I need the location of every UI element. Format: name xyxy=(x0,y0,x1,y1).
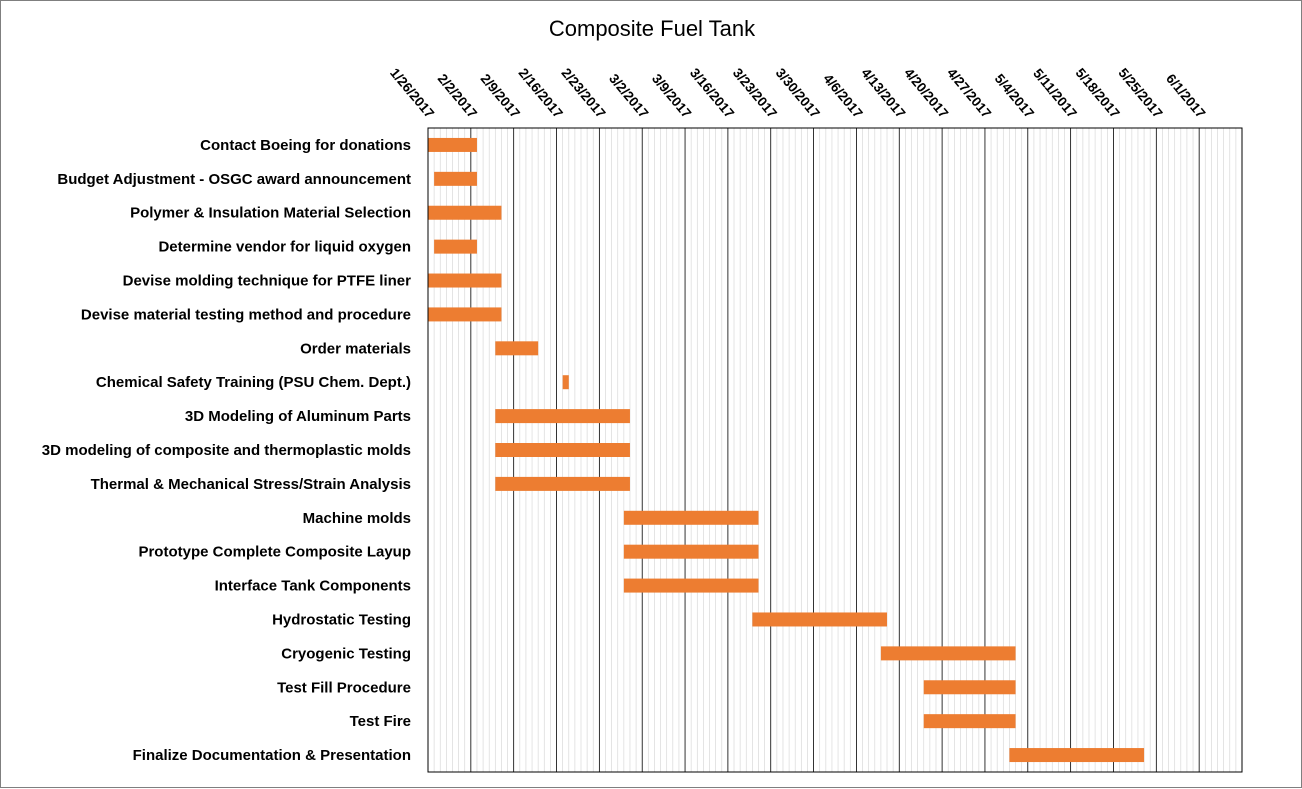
task-bar xyxy=(923,714,1016,729)
x-tick-label: 4/27/2017 xyxy=(944,65,994,121)
task-label: Hydrostatic Testing xyxy=(272,611,411,628)
task-label: Polymer & Insulation Material Selection xyxy=(130,205,411,222)
task-label: Chemical Safety Training (PSU Chem. Dept… xyxy=(96,374,411,391)
x-tick-label: 3/2/2017 xyxy=(606,71,651,121)
task-label: Devise material testing method and proce… xyxy=(81,306,411,323)
x-tick-label: 2/2/2017 xyxy=(435,71,480,121)
x-tick-label: 5/18/2017 xyxy=(1073,65,1123,121)
x-axis-tick-labels: 1/26/20172/2/20172/9/20172/16/20172/23/2… xyxy=(387,65,1208,121)
task-bar xyxy=(495,409,630,424)
x-tick-label: 6/1/2017 xyxy=(1163,71,1208,121)
task-bar xyxy=(428,307,502,322)
task-bars xyxy=(428,137,1145,763)
task-label: 3D Modeling of Aluminum Parts xyxy=(185,408,411,425)
x-tick-label: 2/16/2017 xyxy=(516,65,566,121)
task-bar xyxy=(428,205,502,220)
task-label: Prototype Complete Composite Layup xyxy=(138,544,411,561)
task-label: Finalize Documentation & Presentation xyxy=(133,747,411,764)
x-tick-label: 3/30/2017 xyxy=(773,65,823,121)
task-bar xyxy=(428,273,502,288)
task-label: Determine vendor for liquid oxygen xyxy=(158,239,411,256)
task-bar xyxy=(495,443,630,457)
task-label: Cryogenic Testing xyxy=(281,645,411,662)
task-bar xyxy=(428,137,477,152)
x-tick-label: 4/13/2017 xyxy=(858,65,908,121)
task-label: Contact Boeing for donations xyxy=(200,137,411,154)
task-bar xyxy=(623,510,759,525)
task-label: Thermal & Mechanical Stress/Strain Analy… xyxy=(91,476,411,493)
task-bar xyxy=(623,578,759,593)
task-label: Test Fill Procedure xyxy=(277,679,411,696)
task-label: Devise molding technique for PTFE liner xyxy=(123,273,412,290)
task-label: Machine molds xyxy=(303,510,411,527)
task-label: Interface Tank Components xyxy=(215,578,411,595)
task-bar xyxy=(495,476,630,491)
x-tick-label: 2/23/2017 xyxy=(558,65,608,121)
task-bar xyxy=(752,612,888,627)
x-tick-label: 3/23/2017 xyxy=(730,65,780,121)
task-bar xyxy=(623,544,759,559)
task-label: Order materials xyxy=(300,340,411,357)
x-tick-label: 3/16/2017 xyxy=(687,65,737,121)
x-tick-label: 4/6/2017 xyxy=(820,71,865,121)
x-tick-label: 5/25/2017 xyxy=(1115,65,1165,121)
x-tick-label: 4/20/2017 xyxy=(901,65,951,121)
x-tick-label: 5/4/2017 xyxy=(992,71,1037,121)
chart-title: Composite Fuel Tank xyxy=(549,16,756,41)
major-gridlines xyxy=(470,128,1200,772)
task-bar xyxy=(434,171,477,186)
task-bar xyxy=(495,341,539,356)
task-bar xyxy=(562,375,569,390)
task-bar xyxy=(880,646,1016,661)
task-label: Budget Adjustment - OSGC award announcem… xyxy=(57,171,411,188)
task-bar xyxy=(1009,748,1145,763)
plot-area-border xyxy=(427,127,1243,773)
task-bar xyxy=(434,239,477,254)
task-labels: Contact Boeing for donations Budget Adjus… xyxy=(42,137,411,764)
x-tick-label: 3/9/2017 xyxy=(649,71,694,121)
task-bar xyxy=(923,680,1016,695)
task-label: 3D modeling of composite and thermoplast… xyxy=(42,442,411,459)
task-label: Test Fire xyxy=(350,713,411,730)
x-tick-label: 1/26/2017 xyxy=(387,65,437,121)
x-tick-label: 2/9/2017 xyxy=(478,71,523,121)
